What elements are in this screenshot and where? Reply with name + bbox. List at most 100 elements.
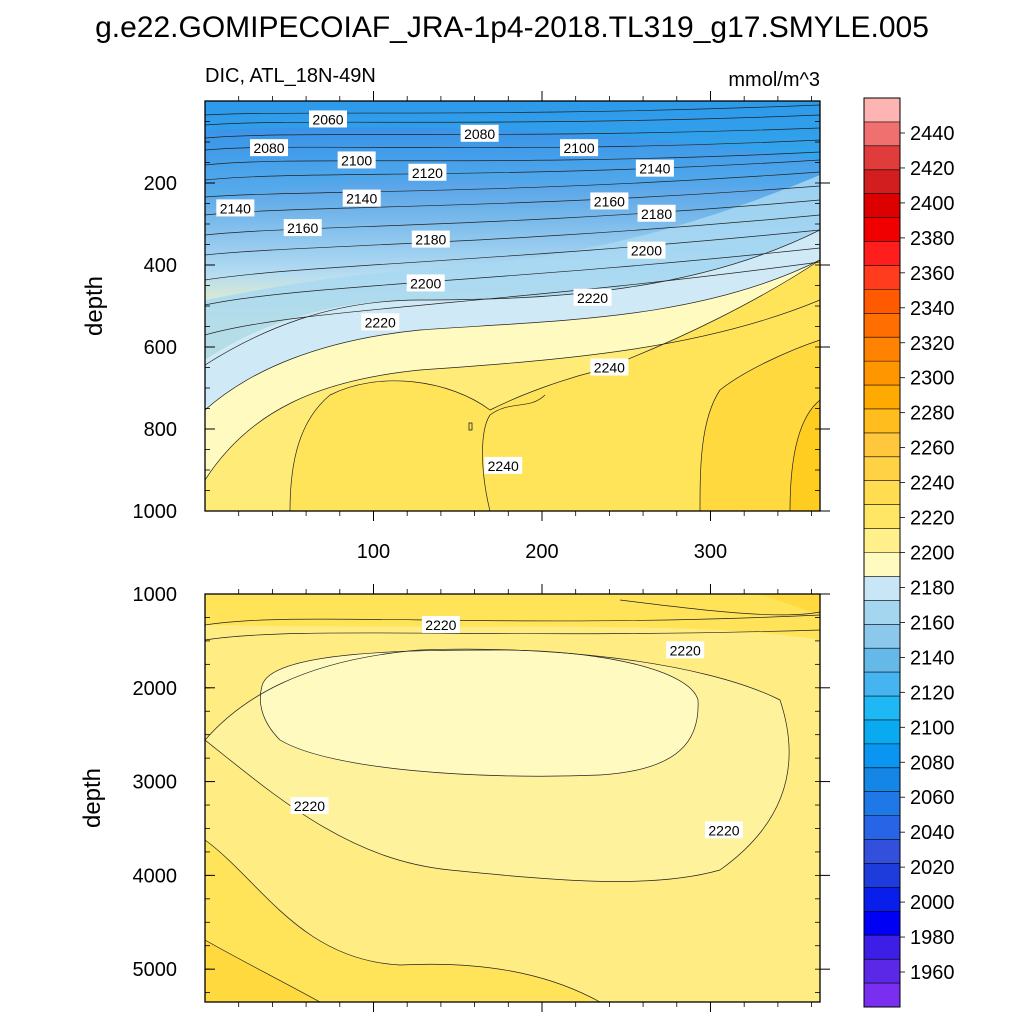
colorbar-swatch — [864, 241, 900, 266]
colorbar-swatch — [864, 456, 900, 482]
contour-label-text: 2140 — [639, 161, 670, 177]
contour-label-bg — [484, 456, 523, 474]
colorbar-swatch — [864, 217, 900, 242]
contour-label-bg — [250, 139, 289, 157]
colorbar-swatch — [864, 313, 900, 338]
contour-label-text: 2080 — [464, 126, 495, 142]
upper-y-tick-label: 200 — [144, 173, 177, 195]
colorbar-swatch — [864, 600, 900, 625]
contour-label-bg — [627, 241, 666, 259]
contour-label-bg — [635, 159, 674, 177]
contour-label: 2100 — [337, 151, 376, 169]
colorbar-label: 2080 — [910, 752, 955, 774]
colorbar-label: 2040 — [910, 822, 955, 844]
contour-label-text: 2220 — [365, 314, 396, 330]
contour-label-bg — [309, 110, 347, 128]
contour-label: 2220 — [361, 313, 400, 331]
colorbar-swatch — [864, 624, 900, 649]
colorbar-swatch — [864, 959, 900, 984]
contour-label-bg — [590, 358, 629, 376]
contour-label-bg — [337, 151, 376, 169]
contour-label: 2080 — [460, 124, 499, 142]
colorbar-swatch — [864, 289, 900, 314]
contour-label-text: 2140 — [346, 191, 377, 207]
colorbar-label: 2220 — [910, 508, 955, 530]
colorbar-label: 1960 — [910, 962, 955, 984]
contour-label: 2240 — [484, 456, 523, 474]
contour-label-text: 2160 — [287, 220, 318, 236]
colorbar-swatch — [864, 791, 900, 816]
lower-panel: 1000 2000 3000 4000 5000 2220 2220 2220 2220 de… — [79, 584, 830, 1012]
colorbar-swatch — [864, 719, 900, 745]
lower-y-tick-label: 1000 — [133, 584, 178, 606]
lower-y-tick-label: 3000 — [133, 772, 178, 794]
contour-label: 2220 — [290, 796, 329, 814]
upper-y-tick-label: 600 — [144, 337, 177, 359]
upper-y-tick-label: 800 — [144, 419, 177, 441]
contour-label-bg — [411, 230, 450, 248]
colorbar-label: 2180 — [910, 577, 955, 599]
colorbar-swatch — [864, 815, 900, 840]
colorbar-label: 1980 — [910, 927, 955, 949]
contour-label: 2140 — [216, 199, 255, 217]
right-subtitle: mmol/m^3 — [728, 69, 820, 91]
contour-label: 2220 — [573, 288, 612, 306]
contour-label-text: 2220 — [708, 822, 739, 838]
contour-label-bg — [666, 641, 705, 659]
contour-label-bg — [408, 163, 447, 181]
contour-label-bg — [290, 796, 329, 814]
colorbar-label: 2400 — [910, 193, 955, 215]
colorbar-swatch — [864, 863, 900, 888]
upper-ticks: 200 400 600 800 1000 100 200 300 — [133, 91, 830, 563]
contour-label: 2240 — [590, 358, 629, 376]
contour-label-bg — [560, 139, 599, 157]
colorbar-swatch — [864, 983, 900, 1008]
contour-label-text: 2220 — [577, 290, 608, 306]
contour-label-text: 2100 — [563, 140, 594, 156]
colorbar-swatch — [864, 767, 900, 793]
contour-label: 2220 — [421, 615, 460, 633]
upper-x-tick-label: 200 — [525, 541, 558, 563]
lower-contour-labels: 2220 2220 2220 2220 — [290, 615, 743, 839]
contour-label-bg — [637, 204, 676, 222]
colorbar-swatch — [864, 121, 900, 147]
contour-label-text: 2080 — [253, 140, 284, 156]
contour-label: 2180 — [411, 230, 450, 248]
contour-label-text: 2220 — [670, 642, 701, 658]
contour-label-bg — [216, 199, 255, 217]
colorbar-swatch — [864, 576, 900, 601]
colorbar-label: 2140 — [910, 647, 955, 669]
lower-y-tick-label: 5000 — [133, 959, 178, 981]
colorbar-swatch — [864, 385, 900, 410]
contour-label-bg — [421, 615, 460, 633]
contour-label-bg — [342, 189, 381, 207]
colorbar-label: 2340 — [910, 298, 955, 320]
colorbar-swatch — [864, 480, 900, 505]
contour-label-text: 2100 — [341, 152, 372, 168]
colorbar-label: 2420 — [910, 158, 955, 180]
contour-label-bg — [406, 274, 445, 292]
contour-label: 2220 — [704, 821, 743, 839]
colorbar-label: 2300 — [910, 368, 955, 390]
colorbar-swatch — [864, 528, 900, 553]
contour-label-bg — [573, 288, 612, 306]
colorbar-label: 2020 — [910, 857, 955, 879]
contour-label-text: 2220 — [294, 798, 325, 814]
colorbar-swatch — [864, 361, 900, 386]
contour-label-bg — [460, 124, 499, 142]
contour-label: 2180 — [637, 204, 676, 222]
colorbar-label: 2200 — [910, 543, 955, 565]
contour-label-text: 2200 — [410, 275, 441, 291]
contour-label-text: 2200 — [631, 243, 662, 259]
colorbar-label: 2380 — [910, 228, 955, 250]
colorbar-swatch — [864, 648, 900, 673]
lower-contour-fill — [205, 594, 820, 1002]
lower-ticks: 1000 2000 3000 4000 5000 — [133, 584, 830, 1012]
contour-label: 2200 — [406, 274, 445, 292]
lower-y-axis-title: depth — [79, 768, 106, 828]
colorbar-swatch — [864, 504, 900, 529]
contour-label: 2160 — [590, 192, 629, 210]
contour-label-bg — [283, 219, 322, 237]
colorbar-swatch — [864, 265, 900, 290]
